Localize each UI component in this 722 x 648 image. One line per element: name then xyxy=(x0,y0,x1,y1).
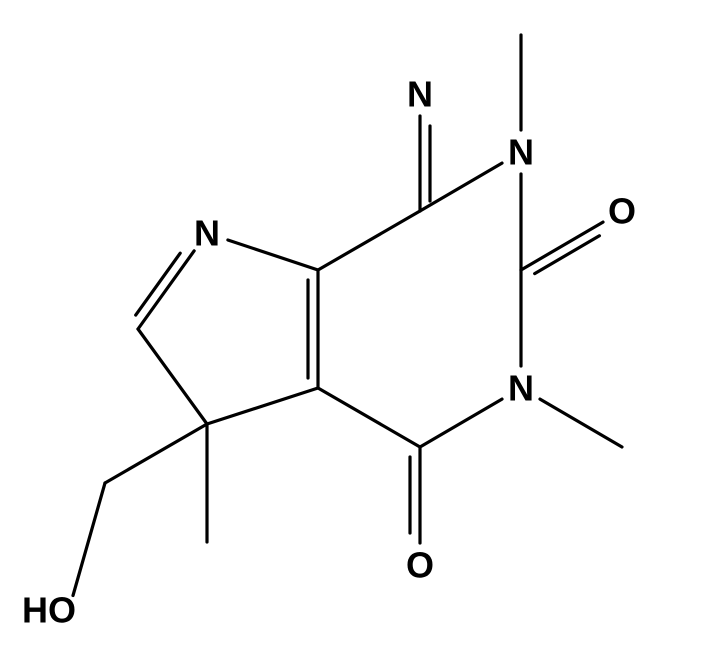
atom-label: N xyxy=(508,132,534,173)
atom-label: O xyxy=(608,191,636,232)
chemical-structure: N N O N O N HO xyxy=(0,0,722,648)
text-label: HO xyxy=(22,590,76,631)
atom-label: N xyxy=(194,213,220,254)
atom-label: N xyxy=(508,368,534,409)
atom-label: O xyxy=(406,545,434,586)
atom-label: N xyxy=(407,74,433,115)
